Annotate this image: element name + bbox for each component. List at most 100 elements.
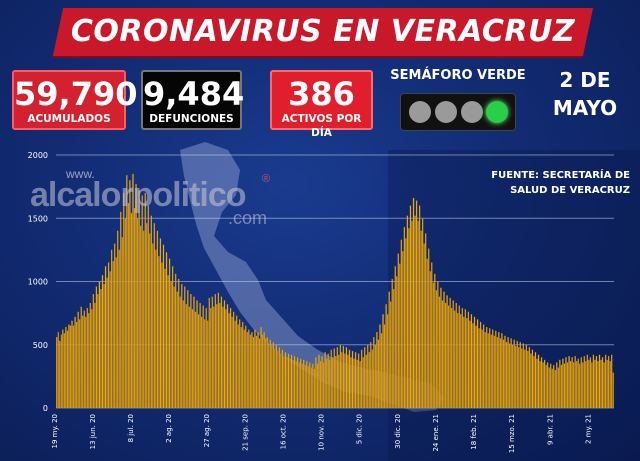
bar <box>101 275 104 409</box>
bar <box>156 230 159 409</box>
bar <box>237 324 239 409</box>
bar <box>83 310 85 409</box>
bar <box>608 356 610 409</box>
bar <box>94 302 96 409</box>
bar <box>370 342 372 409</box>
bar <box>353 358 355 409</box>
bar <box>530 353 532 409</box>
x-tick-label: 13 jun. 20 <box>89 414 97 449</box>
bar <box>452 300 454 409</box>
bar <box>112 261 114 409</box>
bar <box>341 352 343 409</box>
bar <box>181 283 183 409</box>
bar <box>202 305 204 409</box>
bar <box>240 326 242 409</box>
bar <box>396 276 398 409</box>
bar <box>386 314 389 409</box>
bar <box>56 337 58 409</box>
bar <box>499 338 502 409</box>
bar <box>598 354 601 409</box>
bar <box>236 315 238 409</box>
bar <box>234 320 236 409</box>
bar <box>264 338 267 409</box>
bar <box>528 347 531 409</box>
y-tick-label: 1000 <box>28 278 48 287</box>
bar <box>223 300 226 409</box>
bar <box>269 339 271 409</box>
bar <box>554 369 556 409</box>
bar <box>393 288 395 409</box>
bar <box>164 268 166 409</box>
bar <box>519 342 521 409</box>
bar <box>254 329 256 409</box>
bar <box>332 357 334 409</box>
bar <box>418 205 421 409</box>
bar <box>114 243 116 409</box>
bar <box>132 173 134 409</box>
bar <box>213 306 215 409</box>
bar <box>580 357 582 409</box>
bar <box>545 364 547 409</box>
bar <box>510 338 512 409</box>
bar <box>263 332 265 409</box>
bar <box>143 230 145 409</box>
stat-accumulated-value: 59,790 <box>14 75 138 113</box>
stat-deaths-value: 9,484 <box>143 75 245 113</box>
y-tick-label: 1500 <box>28 214 48 223</box>
bar <box>103 283 105 409</box>
bar <box>239 319 241 409</box>
bar <box>336 347 338 409</box>
bar <box>505 342 508 409</box>
bar <box>356 359 358 409</box>
bar <box>292 359 294 409</box>
bar <box>91 309 93 409</box>
bar <box>182 300 184 409</box>
bar <box>606 359 608 409</box>
bar <box>454 310 456 409</box>
bar <box>219 302 221 409</box>
x-tick-label: 16 oct. 20 <box>280 414 288 449</box>
bar <box>524 349 526 409</box>
bar <box>591 362 593 409</box>
bar <box>196 300 198 409</box>
bar <box>478 328 480 409</box>
bar <box>303 359 305 409</box>
bar <box>377 339 380 409</box>
bar <box>188 306 191 409</box>
bar <box>133 208 136 409</box>
bar <box>281 349 284 409</box>
bar <box>324 352 326 409</box>
bar <box>553 364 555 409</box>
bar <box>129 180 131 409</box>
bar <box>297 357 299 409</box>
bar <box>100 288 102 409</box>
bar <box>248 329 250 409</box>
bar <box>473 316 476 409</box>
semaforo-label: SEMÁFORO VERDE <box>390 68 526 83</box>
bar <box>415 200 418 409</box>
report-date-day: 2 DE <box>559 68 611 92</box>
x-tick-label: 30 dic. 20 <box>394 414 402 449</box>
bar <box>66 330 69 409</box>
bar <box>373 337 375 409</box>
bar <box>243 329 245 409</box>
bar <box>60 334 62 409</box>
bar <box>492 329 494 409</box>
bar <box>568 356 570 409</box>
bar <box>268 343 270 409</box>
bar <box>88 313 90 409</box>
bar <box>457 313 459 409</box>
bar <box>283 356 285 409</box>
bar <box>344 353 346 409</box>
bar <box>139 225 142 409</box>
bar <box>572 362 575 409</box>
bar <box>438 296 441 409</box>
bar <box>566 362 569 409</box>
bar <box>539 361 541 409</box>
bar <box>458 305 460 409</box>
bar <box>121 237 123 409</box>
bar <box>515 345 517 409</box>
bar <box>251 332 253 409</box>
traffic-light-icon <box>400 93 516 131</box>
